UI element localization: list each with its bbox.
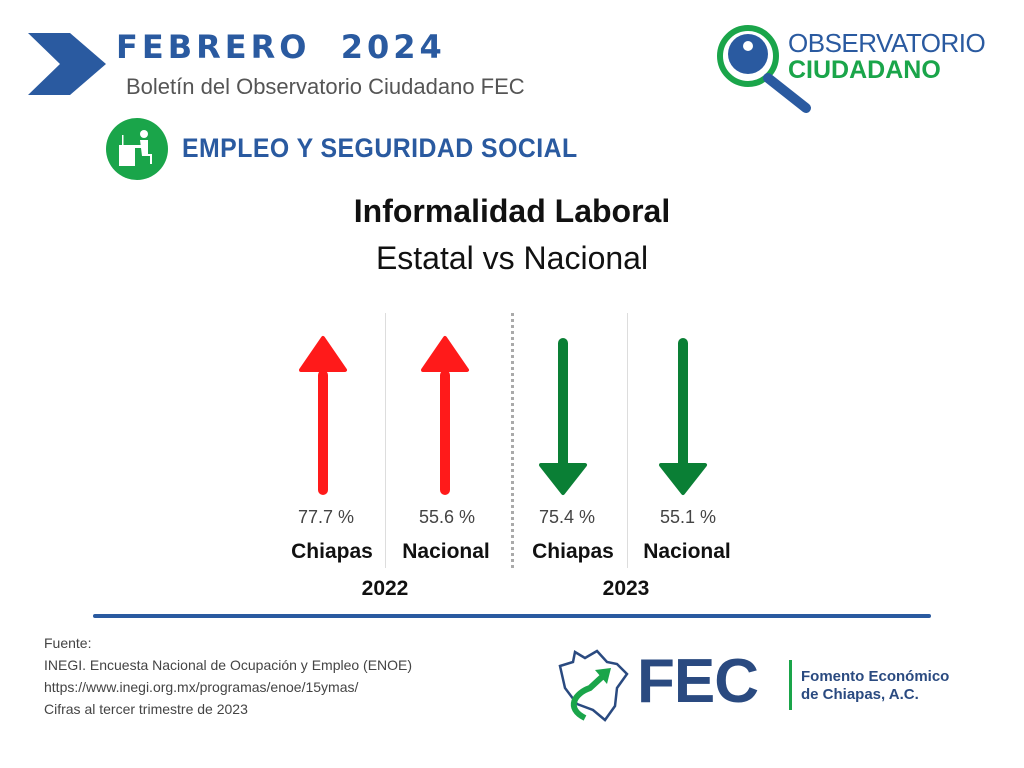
fec-name-line2: de Chiapas, A.C.: [801, 686, 919, 703]
infographic-title: Informalidad Laboral: [353, 193, 671, 229]
year-2023: 2023: [602, 577, 650, 600]
fec-abbr: FEC: [637, 647, 759, 716]
chiapas-map-icon: [558, 649, 629, 722]
fec-name-line1: Fomento Económico: [801, 668, 950, 685]
divider: [627, 313, 628, 568]
chevron-arrow-icon: [28, 33, 106, 95]
value-chiapas-2023: 75.4 %: [538, 507, 596, 527]
bulletin-month: FEBRERO 2024: [116, 28, 446, 66]
source-line: Cifras al tercer trimestre de 2023: [44, 701, 248, 717]
source-line: INEGI. Encuesta Nacional de Ocupación y …: [44, 657, 413, 673]
source-block: Fuente: INEGI. Encuesta Nacional de Ocup…: [44, 632, 412, 720]
worker-desk-icon: [106, 118, 168, 180]
year-2022: 2022: [361, 577, 409, 600]
arrow-down-icon: [659, 338, 707, 495]
label-chiapas-2023: Chiapas: [532, 540, 614, 563]
arrow-up-icon: [299, 336, 347, 495]
value-nacional-2023: 55.1 %: [659, 507, 717, 527]
fec-logo: FEC Fomento Económico de Chiapas, A.C.: [555, 647, 975, 723]
arrow-down-icon: [539, 338, 587, 495]
arrows: [299, 336, 707, 495]
observatorio-logo: OBSERVATORIO CIUDADANO: [706, 24, 1006, 116]
section-title: EMPLEO Y SEGURIDAD SOCIAL: [182, 133, 578, 163]
value-chiapas-2022: 77.7 %: [297, 507, 355, 527]
logo-divider: [789, 660, 792, 710]
infographic-subtitle: Estatal vs Nacional: [375, 240, 649, 276]
fec-name: Fomento Económico de Chiapas, A.C.: [801, 668, 949, 704]
logo-text-ciudadano: CIUDADANO: [788, 56, 941, 84]
year-divider: [511, 313, 514, 568]
separator-line: [93, 614, 931, 618]
arrow-up-icon: [421, 336, 469, 495]
value-nacional-2022: 55.6 %: [418, 507, 476, 527]
source-label: Fuente:: [44, 635, 92, 651]
divider: [385, 313, 386, 568]
bulletin-subtitle: Boletín del Observatorio Ciudadano FEC: [126, 74, 525, 99]
logo-text-observatorio: OBSERVATORIO: [788, 28, 986, 58]
magnifier-people-icon: [717, 25, 811, 113]
label-chiapas-2022: Chiapas: [291, 540, 373, 563]
source-link[interactable]: https://www.inegi.org.mx/programas/enoe/…: [44, 679, 359, 695]
label-nacional-2022: Nacional: [402, 540, 490, 563]
label-nacional-2023: Nacional: [643, 540, 731, 563]
